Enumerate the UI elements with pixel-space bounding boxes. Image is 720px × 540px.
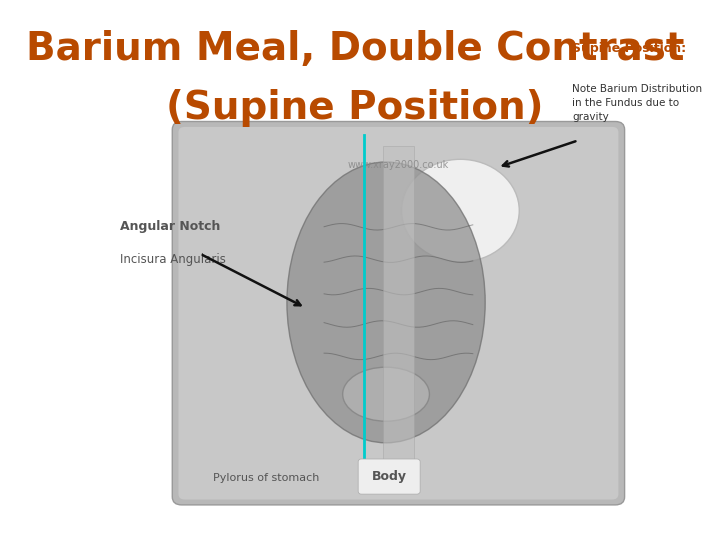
Bar (383, 146, 414, 481)
FancyBboxPatch shape (179, 127, 618, 500)
Text: Incisura Angularis: Incisura Angularis (120, 253, 225, 266)
Text: Body: Body (372, 470, 407, 483)
Text: (Supine Position): (Supine Position) (166, 89, 544, 127)
Ellipse shape (402, 159, 519, 262)
Text: www.xray2000.co.uk: www.xray2000.co.uk (348, 160, 449, 170)
FancyBboxPatch shape (89, 0, 720, 540)
Text: Angular Notch: Angular Notch (120, 220, 220, 233)
Ellipse shape (287, 162, 485, 443)
FancyBboxPatch shape (358, 459, 420, 494)
Ellipse shape (343, 367, 429, 421)
Text: Note Barium Distribution
in the Fundus due to
gravity: Note Barium Distribution in the Fundus d… (572, 84, 702, 122)
FancyBboxPatch shape (172, 122, 625, 505)
Text: Pylorus of stomach: Pylorus of stomach (212, 473, 319, 483)
Text: Barium Meal, Double Contrast: Barium Meal, Double Contrast (26, 30, 684, 68)
Text: Supine Position:: Supine Position: (572, 42, 686, 55)
